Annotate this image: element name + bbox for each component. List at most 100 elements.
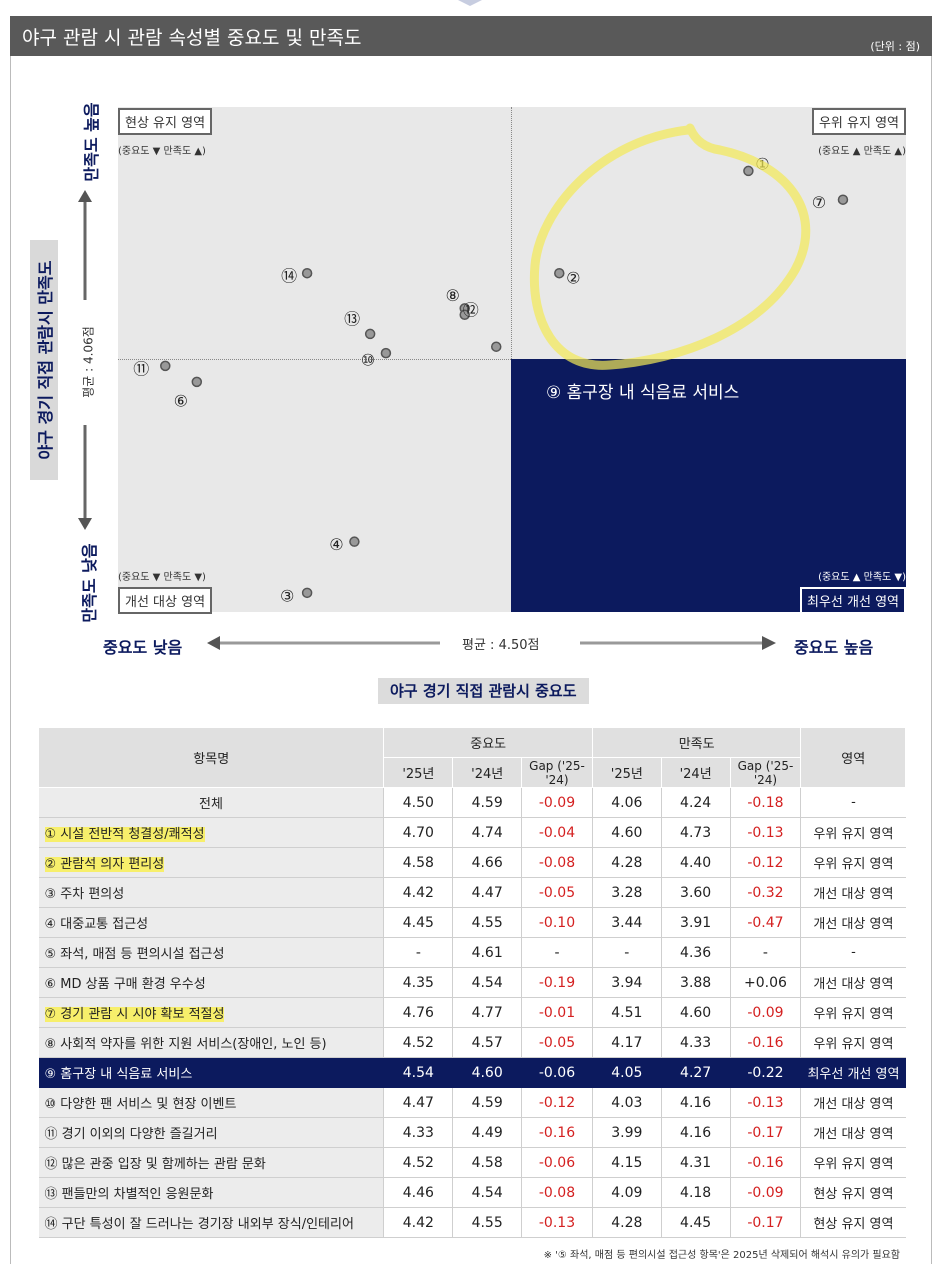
row-name: ⑪ 경기 이외의 다양한 즐길거리 <box>38 1117 384 1148</box>
cell-sg: -0.13 <box>729 817 801 848</box>
cell-s25: - <box>591 937 662 968</box>
table-row: ① 시설 전반적 청결성/쾌적성 4.70 4.74 -0.04 4.60 4.73 -0.… <box>38 817 906 848</box>
point-label-3: ③ <box>280 586 294 605</box>
table-row: ⑦ 경기 관람 시 시야 확보 적절성 4.76 4.77 -0.01 4.51 4.60… <box>38 997 906 1028</box>
cell-i25: 4.46 <box>383 1177 453 1208</box>
row-name-text: ④ 대중교통 접근성 <box>44 917 149 932</box>
point-11 <box>459 309 470 321</box>
highlighter-circle-mark <box>529 123 811 370</box>
header-imp-25: '25년 <box>383 757 454 788</box>
cell-ig: -0.08 <box>521 847 593 878</box>
row-name: ② 관람석 의자 편리성 <box>38 847 384 878</box>
cell-zone: 개선 대상 영역 <box>800 967 906 998</box>
cell-s24: 4.40 <box>660 847 731 878</box>
cell-i25: 4.52 <box>383 1147 453 1178</box>
row-name: ⑦ 경기 관람 시 시야 확보 적절성 <box>38 997 384 1028</box>
table-row: ③ 주차 편의성 4.42 4.47 -0.05 3.28 3.60 -0.32 개선 대상 … <box>38 877 906 908</box>
cell-s24: 3.60 <box>660 877 731 908</box>
cell-sg: -0.47 <box>729 907 801 938</box>
point-label-7: ⑧ <box>446 286 460 305</box>
cell-s24: 4.73 <box>660 817 731 848</box>
point-6 <box>837 194 849 205</box>
y-average-line <box>118 359 511 360</box>
x-low-label: 중요도 낮음 <box>103 638 183 657</box>
zone-sub-top-right: (중요도 ▲ 만족도 ▲) <box>818 146 906 157</box>
table-row: ⑭ 구단 특성이 잘 드러나는 경기장 내외부 장식/인테리어 4.42 4.55-… <box>38 1207 906 1238</box>
point-9 <box>380 347 392 359</box>
cell-i24: 4.55 <box>452 907 522 938</box>
cell-ig: -0.19 <box>521 967 593 998</box>
data-table: 항목명 중요도 만족도 영역 '25년 '24년 Gap ('25-'24) '… <box>37 727 906 1238</box>
cell-s25: 4.17 <box>591 1027 662 1058</box>
point-2 <box>554 267 565 279</box>
row-name-text: ③ 주차 편의성 <box>44 887 125 902</box>
cell-sg: -0.12 <box>729 847 801 878</box>
cell-zone: 현상 유지 영역 <box>800 1207 906 1238</box>
cell-sg: -0.18 <box>729 787 801 818</box>
cell-ig: -0.10 <box>521 907 593 938</box>
y-arrow-up <box>78 190 92 300</box>
point-label-4: ④ <box>329 535 343 554</box>
row-name-text: ⑩ 다양한 팬 서비스 및 현장 이벤트 <box>44 1097 237 1112</box>
cell-zone: 우위 유지 영역 <box>800 1147 906 1178</box>
header-item-name: 항목명 <box>37 727 385 788</box>
quadrant-priority-fill <box>511 359 906 612</box>
cell-i24: 4.61 <box>452 937 522 968</box>
point-label-11: ⑫ <box>463 300 479 319</box>
y-arrow-down <box>78 425 92 530</box>
cell-zone: 개선 대상 영역 <box>800 907 906 938</box>
row-name-text: ⑦ 경기 관람 시 시야 확보 적절성 <box>44 1007 225 1022</box>
cell-ig: - <box>521 937 593 968</box>
cell-s25: 4.05 <box>591 1057 662 1088</box>
zone-sub-bottom-right: (중요도 ▲ 만족도 ▼) <box>818 572 906 583</box>
x-arrow-left <box>207 636 440 650</box>
cell-ig: -0.04 <box>521 817 593 848</box>
cell-zone: 우위 유지 영역 <box>800 997 906 1028</box>
table-row: 전체 4.50 4.59 -0.09 4.06 4.24 -0.18- <box>38 787 906 818</box>
table-row: ⑪ 경기 이외의 다양한 즐길거리 4.33 4.49 -0.16 3.99 4.16 -0… <box>38 1117 906 1148</box>
cell-sg: - <box>729 937 801 968</box>
x-high-label: 중요도 높음 <box>794 638 874 657</box>
cell-zone: 최우선 개선 영역 <box>800 1057 906 1088</box>
cell-s24: 4.16 <box>660 1117 731 1148</box>
page-title: 야구 관람 시 관람 속성별 중요도 및 만족도 <box>22 27 362 49</box>
row-name-text: ⑥ MD 상품 구매 환경 우수성 <box>44 977 206 992</box>
cell-i25: 4.47 <box>383 1087 453 1118</box>
point-13 <box>301 267 313 279</box>
table-row: ② 관람석 의자 편리성 4.58 4.66 -0.08 4.28 4.40 -0.12 우위… <box>38 847 906 878</box>
x-average-line <box>511 107 512 359</box>
zone-label-bottom-right: 최우선 개선 영역 <box>800 587 906 614</box>
table-row: ⑨ 홈구장 내 식음료 서비스 4.54 4.60 -0.06 4.05 4.27 -0.2… <box>38 1057 906 1088</box>
cell-s25: 4.03 <box>591 1087 662 1118</box>
cell-sg: -0.09 <box>729 1177 801 1208</box>
cell-sg: -0.16 <box>729 1027 801 1058</box>
cell-i25: 4.54 <box>383 1057 453 1088</box>
cell-s25: 4.60 <box>591 817 662 848</box>
cell-i24: 4.58 <box>452 1147 522 1178</box>
cell-s25: 4.15 <box>591 1147 662 1178</box>
cell-i24: 4.55 <box>452 1207 522 1238</box>
point-label-12: ⑬ <box>344 309 360 328</box>
zone-sub-bottom-left: (중요도 ▼ 만족도 ▼) <box>118 572 206 583</box>
zone-sub-top-left: (중요도 ▼ 만족도 ▲) <box>118 146 206 157</box>
cell-i24: 4.66 <box>452 847 522 878</box>
header-imp-24: '24년 <box>452 757 523 788</box>
cell-ig: -0.05 <box>521 877 593 908</box>
header-importance: 중요도 <box>383 727 593 758</box>
point-5 <box>191 376 203 388</box>
cell-ig: -0.05 <box>521 1027 593 1058</box>
zone-label-top-left: 현상 유지 영역 <box>118 108 213 135</box>
table-row: ⑩ 다양한 팬 서비스 및 현장 이벤트 4.47 4.59 -0.12 4.03 4.1… <box>38 1087 906 1118</box>
cell-i25: 4.42 <box>383 877 453 908</box>
cell-s24: 4.31 <box>660 1147 731 1178</box>
row-name: ⑬ 팬들만의 차별적인 응원문화 <box>38 1177 384 1208</box>
title-bar: 야구 관람 시 관람 속성별 중요도 및 만족도 (단위 : 점) <box>10 16 932 56</box>
cell-s24: 3.91 <box>660 907 731 938</box>
row-name: ⑧ 사회적 약자를 위한 지원 서비스(장애인, 노인 등) <box>38 1027 384 1058</box>
cell-s24: 3.88 <box>660 967 731 998</box>
cell-s24: 4.60 <box>660 997 731 1028</box>
point-12 <box>364 328 376 340</box>
cell-i24: 4.60 <box>452 1057 522 1088</box>
row-name-text: ⑫ 많은 관중 입장 및 함께하는 관람 문화 <box>44 1157 266 1172</box>
